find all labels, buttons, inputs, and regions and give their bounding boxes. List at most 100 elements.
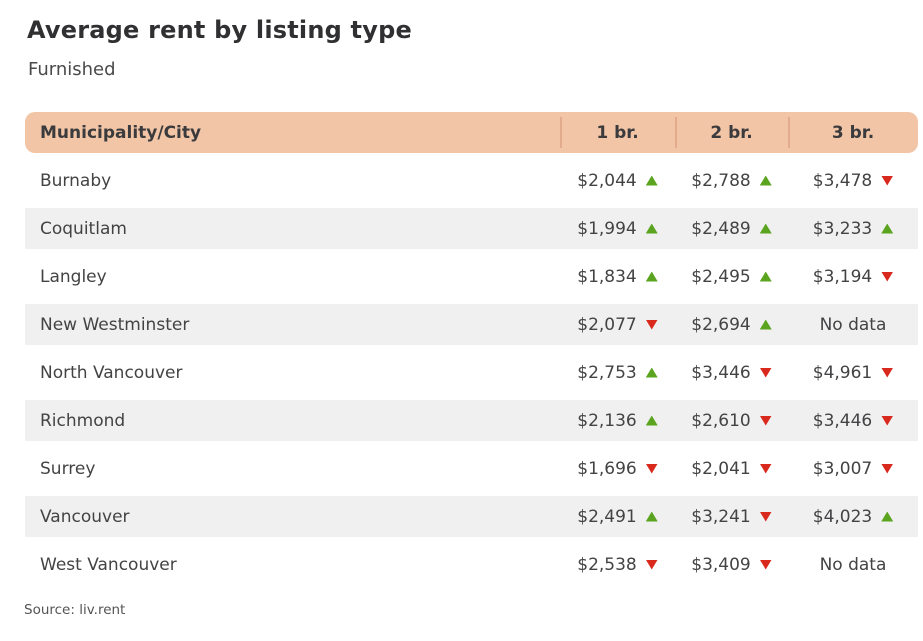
trend-down-icon — [759, 511, 772, 522]
trend-up-icon — [759, 319, 772, 330]
trend-down-icon — [881, 463, 894, 474]
trend-up-icon — [881, 511, 894, 522]
rent-value: $2,788 — [691, 170, 751, 191]
rent-value-cell: $1,834 — [560, 267, 675, 287]
rent-value-cell: $3,446 — [675, 363, 788, 383]
trend-up-icon — [759, 175, 772, 186]
rent-value: $2,041 — [691, 458, 751, 479]
rent-value: $2,495 — [691, 266, 751, 287]
rent-value-cell: $2,788 — [675, 171, 788, 191]
rent-value-cell: $2,753 — [560, 363, 675, 383]
municipality-cell: New Westminster — [40, 314, 190, 335]
trend-down-icon — [881, 271, 894, 282]
rent-value: $3,233 — [812, 218, 873, 239]
trend-up-icon — [645, 175, 658, 186]
column-header-municipality: Municipality/City — [40, 122, 202, 143]
rent-value: $1,834 — [577, 266, 637, 287]
column-header-2br: 2 br. — [675, 112, 788, 153]
rent-value-cell: $2,077 — [560, 315, 675, 335]
rent-value: $2,044 — [577, 170, 637, 191]
municipality-cell: Langley — [40, 266, 107, 287]
rent-value-cell: $1,696 — [560, 459, 675, 479]
rent-value-cell: $3,409 — [675, 555, 788, 575]
municipality-cell: Surrey — [40, 458, 96, 479]
rent-value: $2,489 — [691, 218, 751, 239]
rent-value: No data — [819, 554, 887, 575]
rent-value-cell: $2,041 — [675, 459, 788, 479]
rent-value-cell: $2,044 — [560, 171, 675, 191]
table-row: Richmond $2,136 $2,610 $3,446 — [25, 400, 918, 441]
rent-value-cell: $1,994 — [560, 219, 675, 239]
rent-value-cell: $3,194 — [788, 267, 918, 287]
trend-down-icon — [759, 415, 772, 426]
rent-value: $1,696 — [577, 458, 637, 479]
rent-value: $4,961 — [812, 362, 873, 383]
municipality-cell: Vancouver — [40, 506, 130, 527]
rent-value-cell: $2,495 — [675, 267, 788, 287]
rent-value-cell: $3,007 — [788, 459, 918, 479]
trend-down-icon — [759, 367, 772, 378]
trend-up-icon — [645, 511, 658, 522]
page-title: Average rent by listing type — [27, 16, 412, 44]
table-row: West Vancouver $2,538 $3,409 No data — [25, 544, 918, 585]
rent-value: $3,446 — [812, 410, 873, 431]
trend-up-icon — [759, 223, 772, 234]
column-header-3br: 3 br. — [788, 112, 918, 153]
rent-value: $3,194 — [812, 266, 873, 287]
trend-up-icon — [759, 271, 772, 282]
rent-value-cell: $2,610 — [675, 411, 788, 431]
table-row: New Westminster $2,077 $2,694 No data — [25, 304, 918, 345]
municipality-cell: North Vancouver — [40, 362, 183, 383]
table-row: Langley $1,834 $2,495 $3,194 — [25, 256, 918, 297]
rent-value-cell: $4,961 — [788, 363, 918, 383]
table-row: Burnaby $2,044 $2,788 $3,478 — [25, 160, 918, 201]
trend-down-icon — [645, 319, 658, 330]
no-data-cell: No data — [788, 555, 918, 575]
table-row: Vancouver $2,491 $3,241 $4,023 — [25, 496, 918, 537]
rent-value: $4,023 — [812, 506, 873, 527]
source-note: Source: liv.rent — [24, 602, 126, 618]
rent-value-cell: $2,489 — [675, 219, 788, 239]
trend-down-icon — [881, 367, 894, 378]
rent-value: $2,136 — [577, 410, 637, 431]
table-row: Coquitlam $1,994 $2,489 $3,233 — [25, 208, 918, 249]
municipality-cell: West Vancouver — [40, 554, 177, 575]
municipality-cell: Burnaby — [40, 170, 112, 191]
rent-value: $2,753 — [577, 362, 637, 383]
trend-down-icon — [645, 559, 658, 570]
trend-up-icon — [645, 271, 658, 282]
trend-down-icon — [759, 559, 772, 570]
rent-value: $1,994 — [577, 218, 637, 239]
rent-value: $2,491 — [577, 506, 637, 527]
rent-value-cell: $2,694 — [675, 315, 788, 335]
subtitle: Furnished — [28, 59, 116, 80]
table-row: North Vancouver $2,753 $3,446 $4,961 — [25, 352, 918, 393]
municipality-cell: Richmond — [40, 410, 126, 431]
rent-value-cell: $3,478 — [788, 171, 918, 191]
rent-value: $3,409 — [691, 554, 751, 575]
rent-value-cell: $3,233 — [788, 219, 918, 239]
no-data-cell: No data — [788, 315, 918, 335]
rent-value: $3,241 — [691, 506, 751, 527]
rent-value-cell: $2,538 — [560, 555, 675, 575]
rent-value: $3,478 — [812, 170, 873, 191]
rent-value: $2,538 — [577, 554, 637, 575]
rent-value-cell: $2,491 — [560, 507, 675, 527]
trend-up-icon — [645, 367, 658, 378]
rent-value: No data — [819, 314, 887, 335]
rent-value-cell: $3,241 — [675, 507, 788, 527]
rent-value-cell: $2,136 — [560, 411, 675, 431]
trend-down-icon — [645, 463, 658, 474]
trend-down-icon — [759, 463, 772, 474]
column-header-1br: 1 br. — [560, 112, 675, 153]
municipality-cell: Coquitlam — [40, 218, 127, 239]
trend-down-icon — [881, 175, 894, 186]
table-header-row: Municipality/City 1 br. 2 br. 3 br. — [25, 112, 918, 153]
rent-value-cell: $4,023 — [788, 507, 918, 527]
rent-value: $2,077 — [577, 314, 637, 335]
trend-up-icon — [645, 415, 658, 426]
rent-value-cell: $3,446 — [788, 411, 918, 431]
trend-up-icon — [645, 223, 658, 234]
trend-up-icon — [881, 223, 894, 234]
